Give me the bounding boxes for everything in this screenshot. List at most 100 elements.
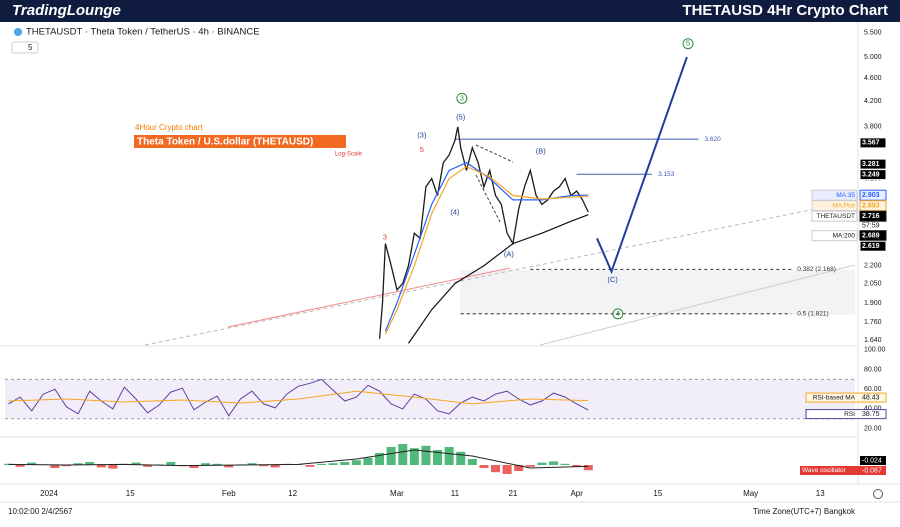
osc-bar	[456, 451, 466, 465]
symbol-icon	[14, 28, 22, 36]
scale-label: Log-Scale	[335, 152, 363, 158]
header-title: THETAUSD 4Hr Crypto Chart	[682, 2, 888, 19]
wave-line	[475, 174, 501, 223]
osc-tag-value: -0.087	[862, 467, 882, 474]
osc-bar	[502, 465, 512, 474]
y-tick-label: 1.760	[864, 319, 882, 326]
wave-label: (C)	[607, 275, 618, 284]
osc-tag	[860, 456, 886, 465]
osc-bar	[96, 465, 106, 468]
series-tag	[811, 230, 858, 242]
wave-label: (3)	[417, 131, 427, 140]
price-tag-label: 2.689	[862, 233, 880, 240]
rsi-tag	[805, 409, 887, 420]
channel-line	[539, 264, 856, 346]
osc-bar	[548, 461, 558, 465]
wave-label: (B)	[536, 146, 547, 155]
fib-label: 0.5 (1.821)	[797, 310, 828, 317]
series-line	[384, 165, 589, 335]
rsi-tag-name: RSI-based MA	[813, 394, 856, 401]
osc-bar	[201, 463, 211, 465]
x-tick-label: 11	[451, 489, 460, 498]
annotation: 4Hour Crypto chart	[135, 123, 203, 132]
x-tick-label: 21	[508, 489, 517, 498]
osc-bar	[491, 465, 501, 473]
wave-line	[475, 144, 514, 163]
settings-icon[interactable]	[873, 489, 883, 499]
osc-bar	[386, 447, 396, 465]
osc-tag	[800, 466, 886, 475]
price-tag-label: 2.619	[862, 243, 880, 250]
projection-line	[596, 56, 688, 275]
footer-time: 10:02:00 2/4/2567	[8, 507, 73, 516]
subtitle-box	[134, 135, 346, 148]
price-tag	[859, 210, 887, 222]
series-tag-label: THETAUSDT	[816, 213, 855, 220]
osc-bar	[433, 450, 443, 465]
osc-bar	[50, 465, 60, 468]
wave-label: (A)	[504, 249, 515, 258]
osc-bar	[73, 463, 83, 465]
series-tag-label: MA:35	[836, 192, 855, 199]
osc-bar	[351, 460, 361, 465]
rsi-tag-name: RSI	[844, 411, 855, 418]
badge-box	[11, 41, 39, 54]
x-tick-label: 15	[653, 489, 662, 498]
osc-bar	[108, 465, 118, 469]
rsi-tag-value: 48.43	[862, 394, 880, 401]
rsi-line	[8, 390, 589, 405]
trend-line	[227, 267, 511, 328]
y-tick-label: 2.050	[864, 280, 882, 287]
x-tick-label: Apr	[570, 489, 583, 498]
wave-label: 3	[383, 232, 387, 241]
osc-bar	[131, 462, 141, 465]
price-tag-label: 2.903	[862, 192, 880, 199]
y-tick-label: 3.800	[864, 124, 882, 131]
rsi-line	[8, 378, 589, 417]
wave-label: 5	[420, 145, 424, 154]
series-tag-label: MA:200	[833, 232, 856, 239]
price-tag	[859, 240, 887, 252]
osc-bar	[305, 465, 315, 467]
wave-circle	[456, 92, 468, 104]
series-line	[378, 126, 589, 339]
fib-label: 3.153	[658, 171, 675, 178]
osc-tag-value: -0.024	[862, 457, 882, 464]
x-tick-label: Mar	[390, 489, 404, 498]
osc-bar	[85, 462, 95, 465]
osc-bar	[259, 465, 269, 467]
osc-bar	[583, 465, 593, 471]
countdown: 57:59	[862, 223, 880, 230]
wave-circle	[682, 38, 694, 50]
osc-bar	[525, 465, 535, 467]
osc-bar	[409, 448, 419, 465]
osc-bar	[15, 465, 25, 467]
osc-bar	[224, 465, 234, 468]
rsi-tick-label: 100.00	[864, 347, 886, 354]
y-tick-label: 5.500	[864, 30, 882, 37]
y-tick-label: 1.900	[864, 300, 882, 307]
osc-bar	[560, 463, 570, 465]
osc-bar	[467, 459, 477, 465]
wave-circle	[612, 308, 624, 320]
x-tick-label: 13	[816, 489, 825, 498]
y-tick-label: 1.640	[864, 337, 882, 344]
osc-tag-name: Wave oscillator	[802, 467, 847, 474]
channel-line	[144, 207, 821, 346]
price-tag-label: 3.281	[862, 161, 880, 168]
osc-bar	[247, 463, 257, 465]
subtitle: Theta Token / U.S.dollar (THETAUSD)	[137, 137, 313, 148]
symbol-title: THETAUSDT · Theta Token / TetherUS · 4h …	[26, 27, 260, 38]
y-tick-label: 4.600	[864, 75, 882, 82]
osc-bar	[166, 462, 176, 465]
brand: TradingLounge	[12, 2, 121, 19]
osc-bar	[572, 465, 582, 467]
wave-label: (4)	[450, 208, 460, 217]
rsi-tick-label: 20.00	[864, 425, 882, 432]
price-tag	[859, 169, 887, 181]
osc-bar	[363, 457, 373, 465]
x-tick-label: 2024	[40, 489, 58, 498]
osc-line	[8, 449, 589, 469]
osc-bar	[270, 465, 280, 468]
